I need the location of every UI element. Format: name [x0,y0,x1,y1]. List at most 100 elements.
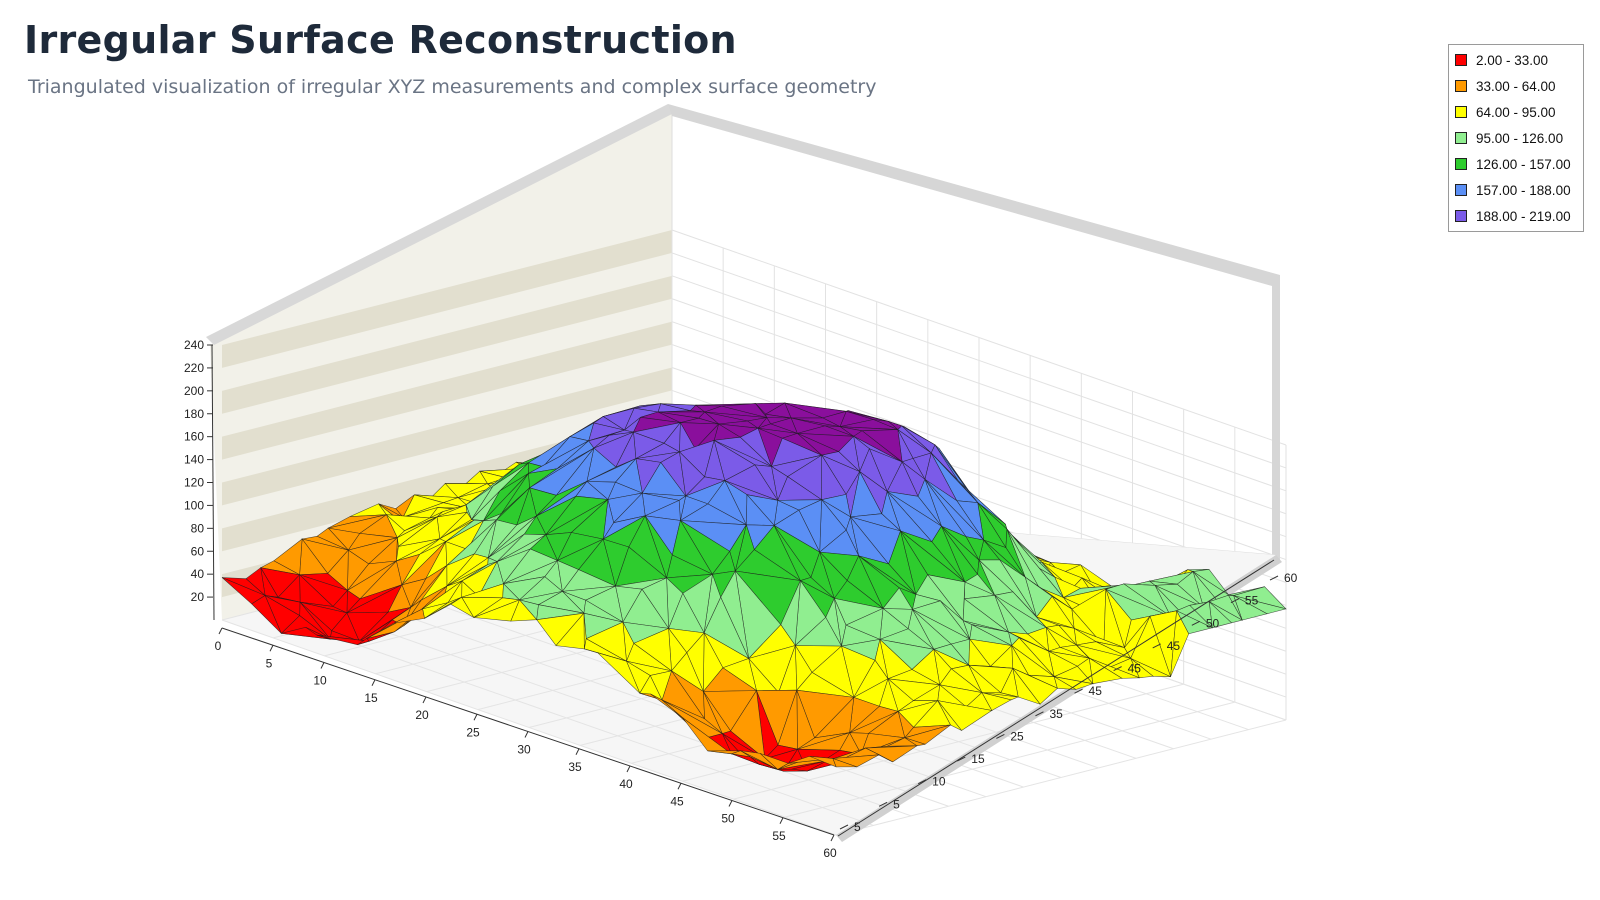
x-tick-label: 35 [568,760,582,774]
y-tick-mark [1035,711,1044,717]
surface-triangle [1170,609,1190,677]
z-tick-label: 200 [184,384,204,398]
x-tick-label: 55 [772,829,786,843]
legend-item: 126.00 - 157.00 [1449,151,1583,177]
x-tick-mark [269,645,274,652]
x-tick-label: 40 [619,777,633,791]
chart-subtitle: Triangulated visualization of irregular … [28,76,877,98]
legend-swatch [1455,132,1467,144]
y-tick-label: 45 [1089,684,1103,698]
z-tick-label: 240 [184,338,204,352]
surface-triangle [650,693,684,719]
x-tick-label: 30 [517,743,531,757]
x-tick-mark [677,783,682,790]
y-tick-mark [1074,688,1083,694]
x-tick-label: 60 [823,846,837,860]
z-tick-label: 40 [191,567,205,581]
y-tick-label: 5 [854,820,861,834]
legend-item: 33.00 - 64.00 [1449,73,1583,99]
surface-triangle [357,638,370,645]
x-tick-mark [218,627,223,635]
surface-triangle [510,599,538,622]
legend-item: 64.00 - 95.00 [1449,99,1583,125]
y-tick-mark [839,824,849,830]
z-tick-label: 20 [191,590,205,604]
surface-triangle [759,753,789,770]
triangulated-surface [221,402,1287,772]
y-tick-label: 45 [1128,662,1142,676]
y-tick-label: 60 [1284,571,1298,585]
y-tick-label: 15 [971,752,985,766]
y-tick-mark [1230,598,1240,604]
z-tick-label: 180 [184,407,204,421]
z-tick-label: 160 [184,430,204,444]
x-tick-label: 10 [313,674,327,688]
x-tick-label: 45 [670,794,684,808]
y-tick-label: 25 [1010,729,1024,743]
y-tick-mark [1269,575,1279,581]
legend-swatch [1455,106,1467,118]
x-tick-label: 25 [466,725,480,739]
legend-item: 95.00 - 126.00 [1449,125,1583,151]
x-axis: 0 5 10 15 20 25 30 35 40 45 50 55 60 [215,627,837,860]
legend-label: 126.00 - 157.00 [1476,156,1571,172]
y-tick-mark [957,756,966,762]
y-tick-label: 10 [932,775,946,789]
legend-swatch [1455,210,1467,222]
z-tick-label: 60 [191,544,205,558]
y-tick-label: 55 [1245,594,1259,608]
surface-triangle [555,612,585,650]
surface-triangle [251,595,282,634]
z-tick-label: 80 [191,521,205,535]
z-tick-label: 220 [184,361,204,375]
y-tick-mark [996,734,1005,739]
surface-triangle [597,652,641,694]
legend-label: 188.00 - 219.00 [1476,208,1571,224]
y-tick-label: 50 [1206,616,1220,630]
legend-label: 2.00 - 33.00 [1476,52,1549,68]
y-tick-label: 5 [893,797,900,811]
legend-item: 157.00 - 188.00 [1449,177,1583,203]
x-tick-mark [830,834,835,842]
z-axis: 20 40 60 80 100 120 140 160 180 200 220 240 [184,338,215,621]
legend: 2.00 - 33.00 33.00 - 64.00 64.00 - 95.00 95… [1448,44,1584,232]
surface-triangle [450,596,475,619]
legend-item: 2.00 - 33.00 [1449,47,1583,73]
surface-triangle [305,627,331,640]
legend-item: 188.00 - 219.00 [1449,203,1583,229]
legend-label: 33.00 - 64.00 [1476,78,1556,94]
z-tick-label: 140 [184,453,204,467]
y-tick-mark [1113,666,1122,671]
y-tick-mark [878,801,888,807]
legend-label: 95.00 - 126.00 [1476,130,1564,146]
y-tick-label: 45 [1167,639,1181,653]
y-tick-mark [1191,620,1201,626]
x-tick-label: 50 [721,812,735,826]
x-tick-mark [320,662,325,669]
legend-swatch [1455,80,1467,92]
surface-triangle [1053,676,1077,690]
x-tick-mark [473,714,478,721]
legend-label: 64.00 - 95.00 [1476,104,1556,120]
x-tick-mark [728,800,733,807]
x-tick-label: 5 [266,656,273,670]
x-tick-label: 20 [415,708,429,722]
x-tick-mark [371,679,376,686]
x-tick-mark [524,731,529,738]
x-tick-mark [626,765,631,773]
y-tick-label: 35 [1049,707,1063,721]
legend-swatch [1455,158,1467,170]
x-tick-mark [575,748,580,755]
legend-label: 157.00 - 188.00 [1476,182,1571,198]
legend-swatch [1455,184,1467,196]
z-tick-label: 100 [184,498,204,512]
x-tick-label: 0 [215,639,222,653]
chart-title: Irregular Surface Reconstruction [24,18,737,62]
z-tick-label: 120 [184,476,204,490]
x-tick-mark [779,817,784,824]
legend-swatch [1455,54,1467,66]
x-tick-mark [422,696,427,704]
y-tick-mark [917,779,927,785]
